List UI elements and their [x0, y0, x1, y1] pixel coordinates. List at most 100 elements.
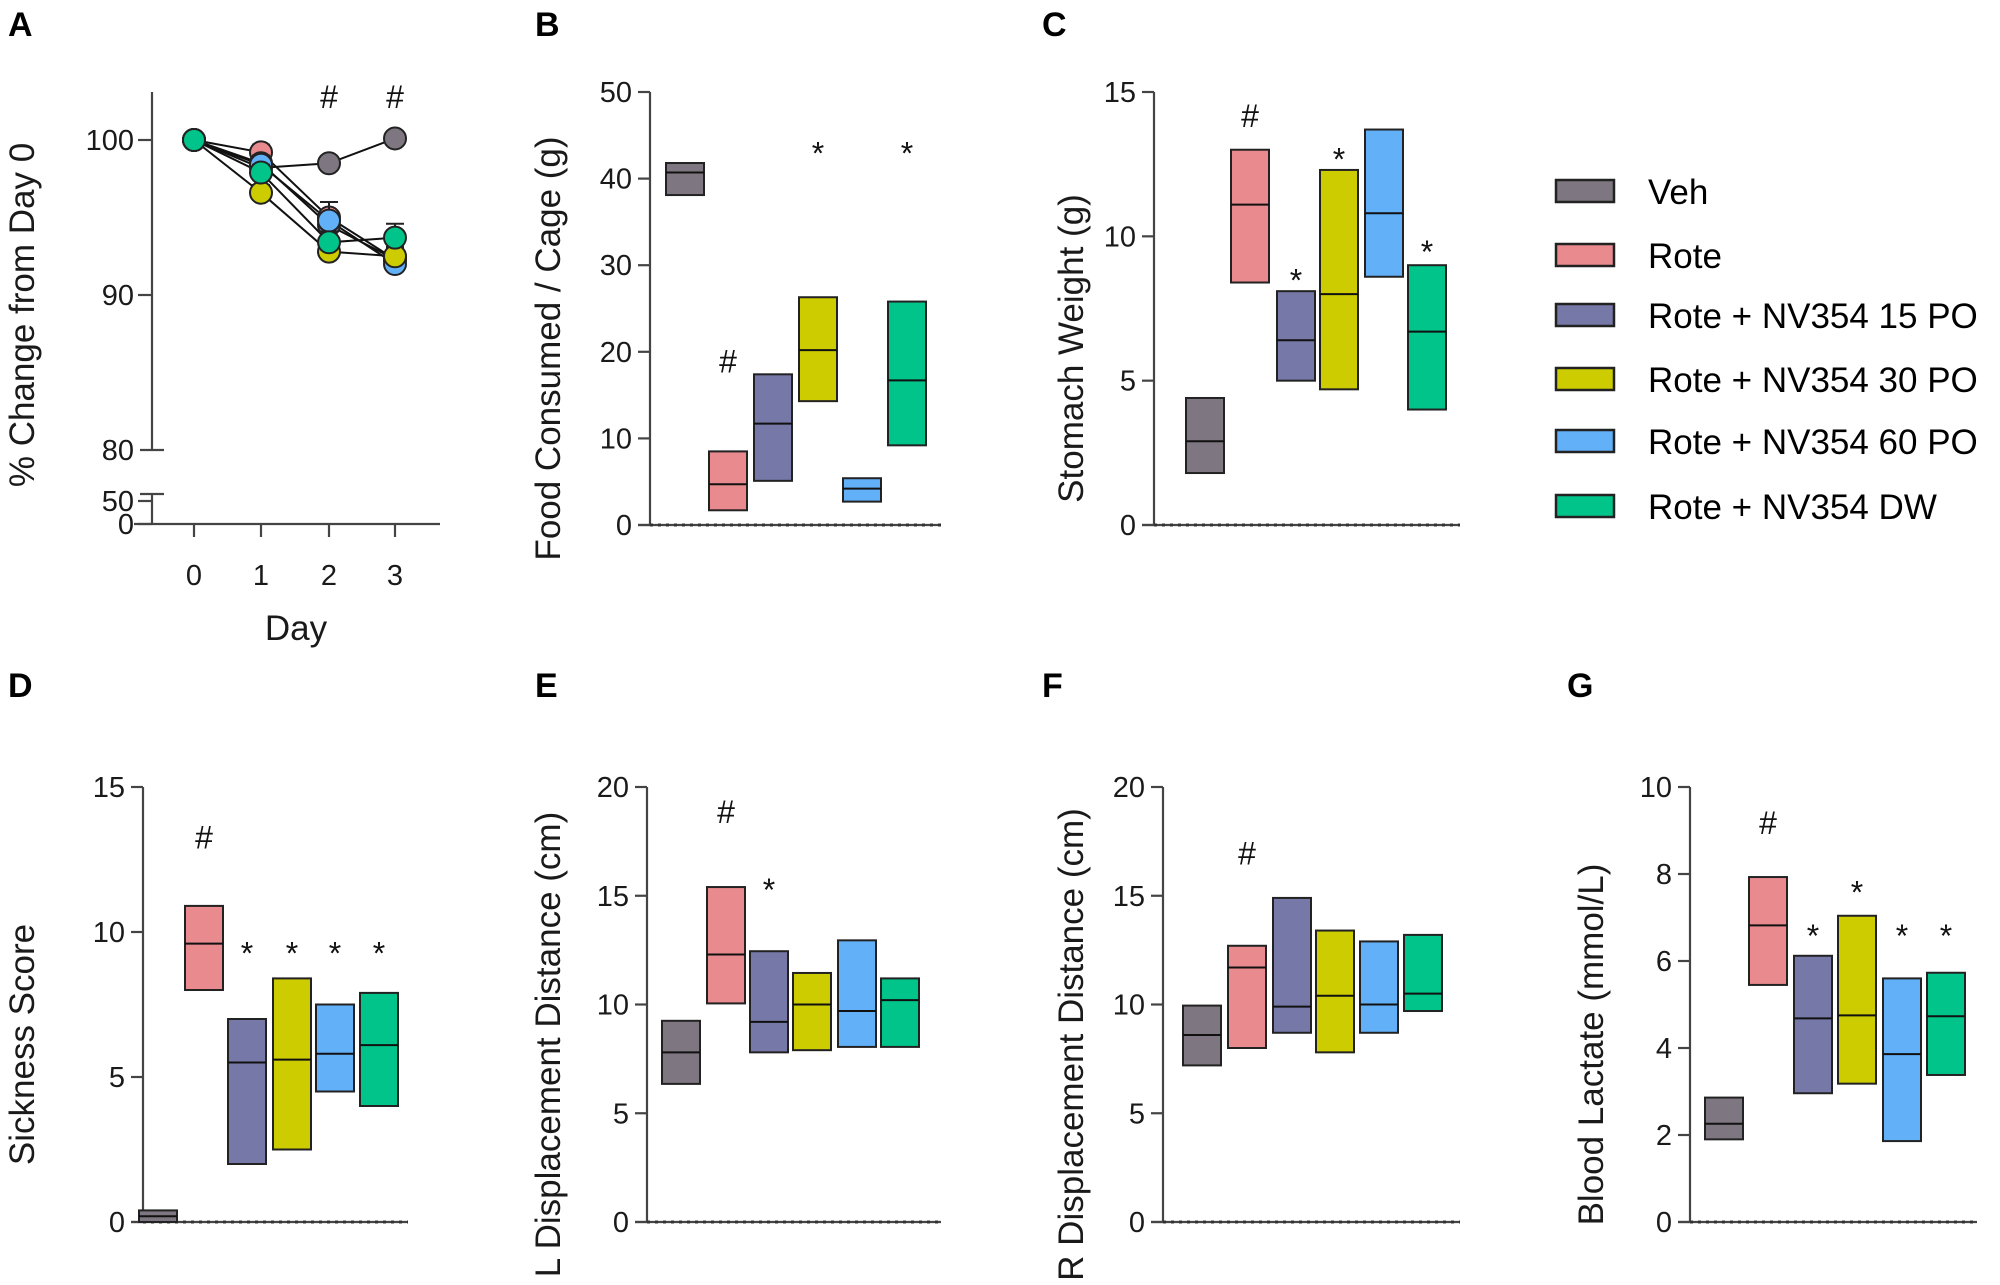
panel-b-food-consumed: 0 10 20 30 40 50 Food Consumed / Cage (g) # * *: [529, 77, 941, 561]
panel-label-d: D: [8, 667, 33, 705]
x-axis-title: Day: [265, 609, 328, 648]
bar-rote: [1748, 876, 1788, 986]
y-tick-label: 5: [109, 1062, 125, 1094]
y-tick-label: 2: [1656, 1120, 1672, 1152]
y-tick-label: 20: [600, 337, 632, 369]
x-tick-label: 0: [186, 560, 202, 592]
y-axis-title: Blood Lactate (mmol/L): [1572, 864, 1611, 1226]
bar-nv15: [749, 950, 789, 1054]
y-tick-label: 10: [597, 990, 629, 1022]
legend-label-dw: Rote + NV354 DW: [1648, 488, 1937, 527]
y-tick-label: 0: [613, 1207, 629, 1239]
bar-nv60: [1364, 128, 1404, 278]
bar-nv30: [1837, 914, 1877, 1085]
significance-mark-rote: #: [717, 794, 735, 830]
bar-dw: [1926, 971, 1966, 1076]
y-axis-title: % Change from Day 0: [3, 143, 42, 487]
bar-nv15: [753, 373, 793, 482]
y-tick-label: 50: [102, 486, 134, 518]
legend-label-nv60: Rote + NV354 60 PO: [1648, 423, 1978, 462]
bar-rote: [1227, 944, 1267, 1050]
bar-nv30: [1319, 168, 1359, 391]
bar-nv60: [1882, 977, 1922, 1143]
data-point-veh: [317, 151, 341, 176]
panel-d-sickness-score: 0 5 10 15 Sickness Score # * * * *: [3, 772, 408, 1239]
significance-mark-rote: #: [1759, 805, 1777, 841]
bar-nv30: [1315, 929, 1355, 1054]
panel-label-c: C: [1042, 6, 1067, 44]
y-axis-title: Sickness Score: [3, 924, 42, 1165]
panel-e-l-displacement: 0 5 10 15 20 L Displacement Distance (cm) # *: [529, 772, 941, 1277]
bar-nv15: [1793, 954, 1833, 1095]
y-tick-label: 0: [1656, 1207, 1672, 1239]
bar-nv15: [227, 1018, 267, 1165]
bar-nv15: [1272, 896, 1312, 1034]
y-tick-label: 10: [93, 917, 125, 949]
bar-dw: [1403, 933, 1443, 1013]
x-tick-label: 3: [387, 560, 403, 592]
legend-swatch-veh: [1554, 178, 1616, 204]
y-tick-label: 100: [86, 125, 134, 157]
significance-mark: #: [386, 79, 404, 115]
y-tick-label: 15: [1113, 881, 1145, 913]
y-tick-label: 5: [1120, 366, 1136, 398]
y-tick-label: 15: [1104, 77, 1136, 109]
significance-mark-rote: #: [1241, 98, 1259, 134]
y-tick-label: 0: [1129, 1207, 1145, 1239]
significance-mark-nv60: *: [329, 935, 341, 971]
bar-dw: [1407, 264, 1447, 411]
y-tick-label: 15: [93, 772, 125, 804]
significance-mark-dw: *: [1940, 918, 1952, 954]
data-point-dw: [249, 160, 273, 185]
legend-label-nv15: Rote + NV354 15 PO: [1648, 297, 1978, 336]
legend-label-nv30: Rote + NV354 30 PO: [1648, 361, 1978, 400]
y-tick-label: 30: [600, 250, 632, 282]
significance-mark-dw: *: [901, 136, 913, 172]
bar-nv15: [1276, 290, 1316, 382]
significance-mark-nv30: *: [1851, 874, 1863, 910]
series-line-dw: [193, 139, 396, 244]
significance-mark-dw: *: [1421, 234, 1433, 270]
series-line-veh: [193, 137, 396, 169]
data-point-dw: [182, 128, 206, 152]
panel-label-a: A: [8, 6, 33, 44]
series-line-nv60: [193, 139, 396, 265]
significance-mark-nv30: *: [286, 935, 298, 971]
significance-mark-rote: #: [1238, 835, 1256, 871]
legend-label-rote: Rote: [1648, 237, 1722, 276]
y-tick-label: 20: [597, 772, 629, 804]
bar-nv30: [792, 971, 832, 1052]
significance-mark-nv15: *: [1807, 918, 1819, 954]
y-tick-label: 80: [102, 435, 134, 467]
bar-dw: [359, 991, 399, 1108]
panel-c-stomach-weight: 0 5 10 15 Stomach Weight (g) # * * *: [1052, 77, 1460, 542]
y-tick-label: 90: [102, 280, 134, 312]
y-tick-label: 0: [118, 509, 134, 541]
legend-swatch-nv30: [1554, 366, 1616, 392]
bar-nv60: [837, 939, 877, 1048]
significance-mark-nv15: *: [763, 872, 775, 908]
bar-rote: [708, 450, 748, 512]
legend-swatch-rote: [1554, 242, 1616, 268]
significance-mark: #: [320, 79, 338, 115]
y-tick-label: 50: [600, 77, 632, 109]
panel-g-blood-lactate: 0 2 4 6 8 10 Blood Lactate (mmol/L) # * * * *: [1572, 772, 1977, 1239]
panel-label-e: E: [535, 667, 558, 705]
data-point-nv30: [249, 180, 273, 205]
significance-mark-rote: #: [195, 819, 213, 855]
y-tick-label: 0: [109, 1207, 125, 1239]
y-tick-label: 8: [1656, 859, 1672, 891]
series-line-rote: [193, 139, 396, 261]
data-point-dw: [383, 225, 407, 250]
series-line-nv15: [193, 139, 396, 261]
y-tick-label: 6: [1656, 946, 1672, 978]
bar-dw: [887, 300, 927, 447]
panel-f-r-displacement: 0 5 10 15 20 R Displacement Distance (cm) #: [1052, 772, 1460, 1281]
significance-mark-nv15: *: [241, 935, 253, 971]
y-tick-label: 20: [1113, 772, 1145, 804]
significance-mark-nv30: *: [812, 136, 824, 172]
bar-veh: [1704, 1096, 1744, 1141]
legend-swatch-nv15: [1554, 302, 1616, 328]
y-axis-title: L Displacement Distance (cm): [529, 812, 568, 1278]
